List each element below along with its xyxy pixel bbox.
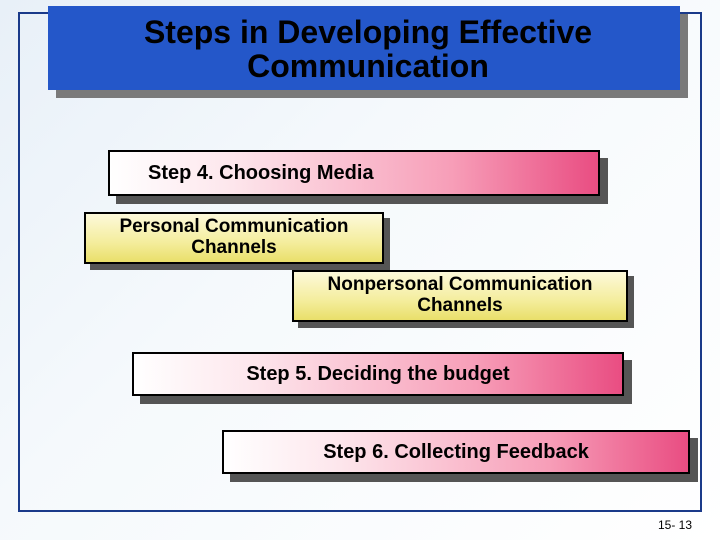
step6-label: Step 6. Collecting Feedback — [222, 430, 690, 474]
step5-label: Step 5. Deciding the budget — [132, 352, 624, 396]
slide-title: Steps in Developing Effective Communicat… — [48, 6, 688, 94]
slide-number: 15- 13 — [658, 518, 692, 532]
step4-label: Step 4. Choosing Media — [108, 150, 600, 196]
personal-label: Personal CommunicationChannels — [84, 212, 384, 264]
nonpersonal-label: Nonpersonal CommunicationChannels — [292, 270, 628, 322]
